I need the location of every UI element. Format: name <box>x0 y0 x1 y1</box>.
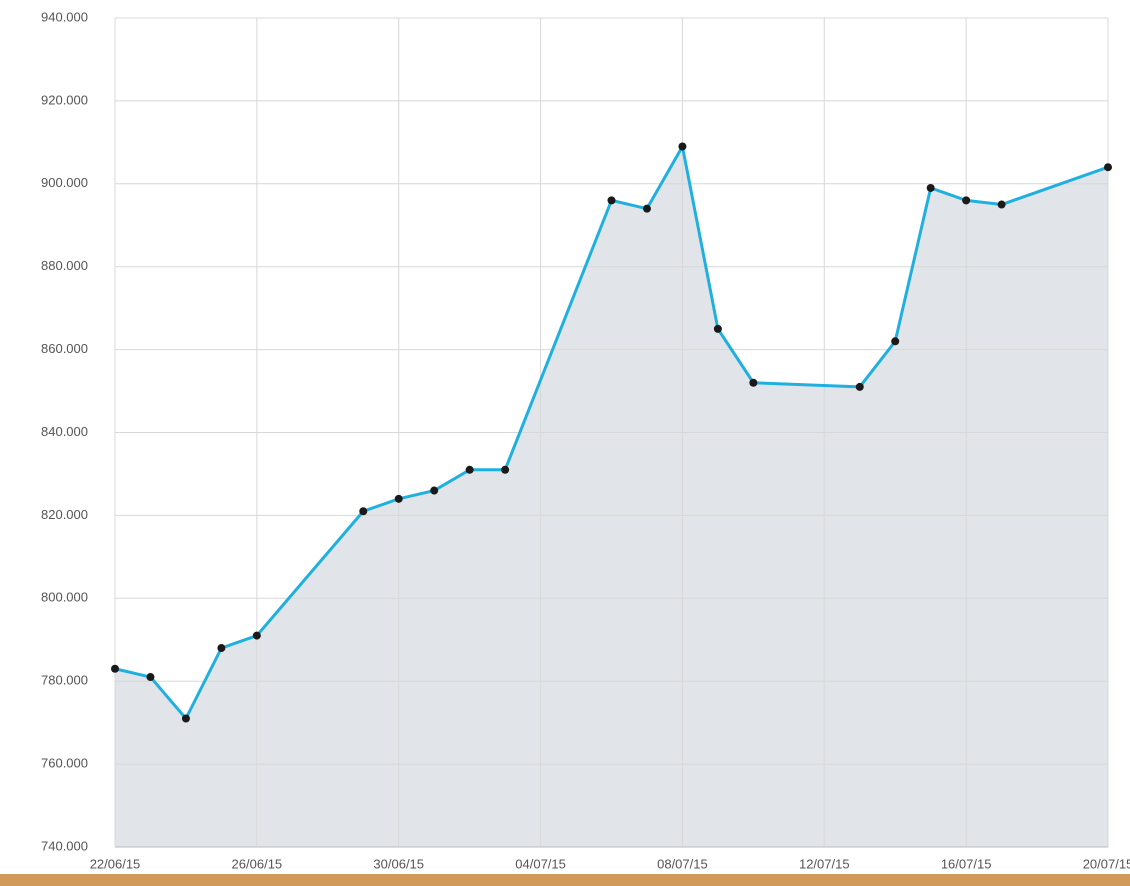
point <box>997 200 1006 209</box>
point <box>678 142 687 151</box>
point <box>181 714 190 723</box>
y-tick-label: 920.000 <box>41 92 88 107</box>
y-tick-label: 740.000 <box>41 838 88 853</box>
y-tick-label: 780.000 <box>41 673 88 688</box>
bottom-strip <box>0 874 1130 886</box>
point <box>891 337 900 346</box>
point <box>642 204 651 213</box>
x-tick-label: 08/07/15 <box>657 856 708 871</box>
point <box>749 378 758 387</box>
point <box>855 382 864 391</box>
point <box>146 673 155 682</box>
y-tick-label: 760.000 <box>41 756 88 771</box>
point <box>465 465 474 474</box>
x-tick-label: 22/06/15 <box>90 856 141 871</box>
point <box>430 486 439 495</box>
y-tick-label: 840.000 <box>41 424 88 439</box>
point <box>1104 163 1112 172</box>
x-tick-label: 30/06/15 <box>373 856 424 871</box>
y-tick-label: 860.000 <box>41 341 88 356</box>
y-tick-label: 800.000 <box>41 590 88 605</box>
point <box>926 183 935 192</box>
point <box>252 631 261 640</box>
point <box>217 644 226 653</box>
point <box>111 664 119 673</box>
x-tick-label: 20/07/15 <box>1083 856 1130 871</box>
x-tick-label: 26/06/15 <box>232 856 283 871</box>
x-tick-label: 12/07/15 <box>799 856 850 871</box>
point <box>501 465 510 474</box>
y-tick-label: 900.000 <box>41 175 88 190</box>
area-fill <box>115 146 1108 847</box>
y-tick-label: 880.000 <box>41 258 88 273</box>
point <box>962 196 971 205</box>
x-tick-label: 16/07/15 <box>941 856 992 871</box>
y-tick-label: 940.000 <box>41 9 88 24</box>
y-tick-label: 820.000 <box>41 507 88 522</box>
x-tick-label: 04/07/15 <box>515 856 566 871</box>
point <box>607 196 616 205</box>
point <box>359 507 368 516</box>
point <box>394 494 403 503</box>
point <box>713 324 722 333</box>
